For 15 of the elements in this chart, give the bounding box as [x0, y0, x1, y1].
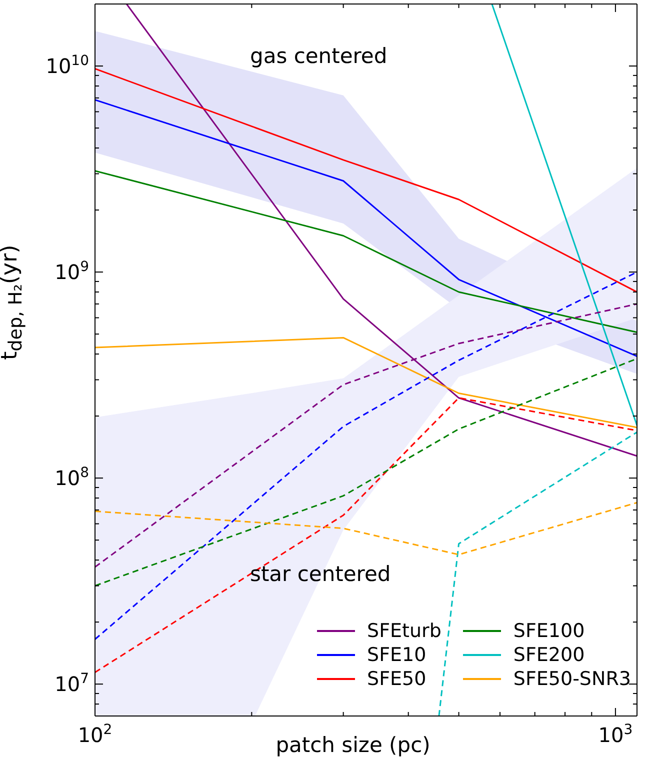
legend-label: SFE200	[513, 644, 585, 666]
annotation: star centered	[250, 562, 391, 586]
y-tick-label: 10$^{8}$	[54, 465, 89, 490]
legend-label: SFE50	[367, 668, 426, 690]
legend-label: SFE100	[513, 620, 585, 642]
y-tick-label: 10$^{7}$	[54, 671, 89, 696]
x-tick-label: 10$^{3}$	[598, 722, 633, 747]
y-tick-label: 10$^{10}$	[46, 53, 89, 78]
annotation: gas centered	[250, 44, 388, 68]
legend-label: SFE10	[367, 644, 426, 666]
legend-label: SFE50-SNR3	[513, 668, 631, 690]
legend-label: SFEturb	[367, 620, 442, 642]
x-tick-label: 10$^{2}$	[78, 722, 112, 747]
x-axis-title: patch size (pc)	[276, 733, 430, 757]
y-tick-label: 10$^{9}$	[54, 259, 89, 284]
